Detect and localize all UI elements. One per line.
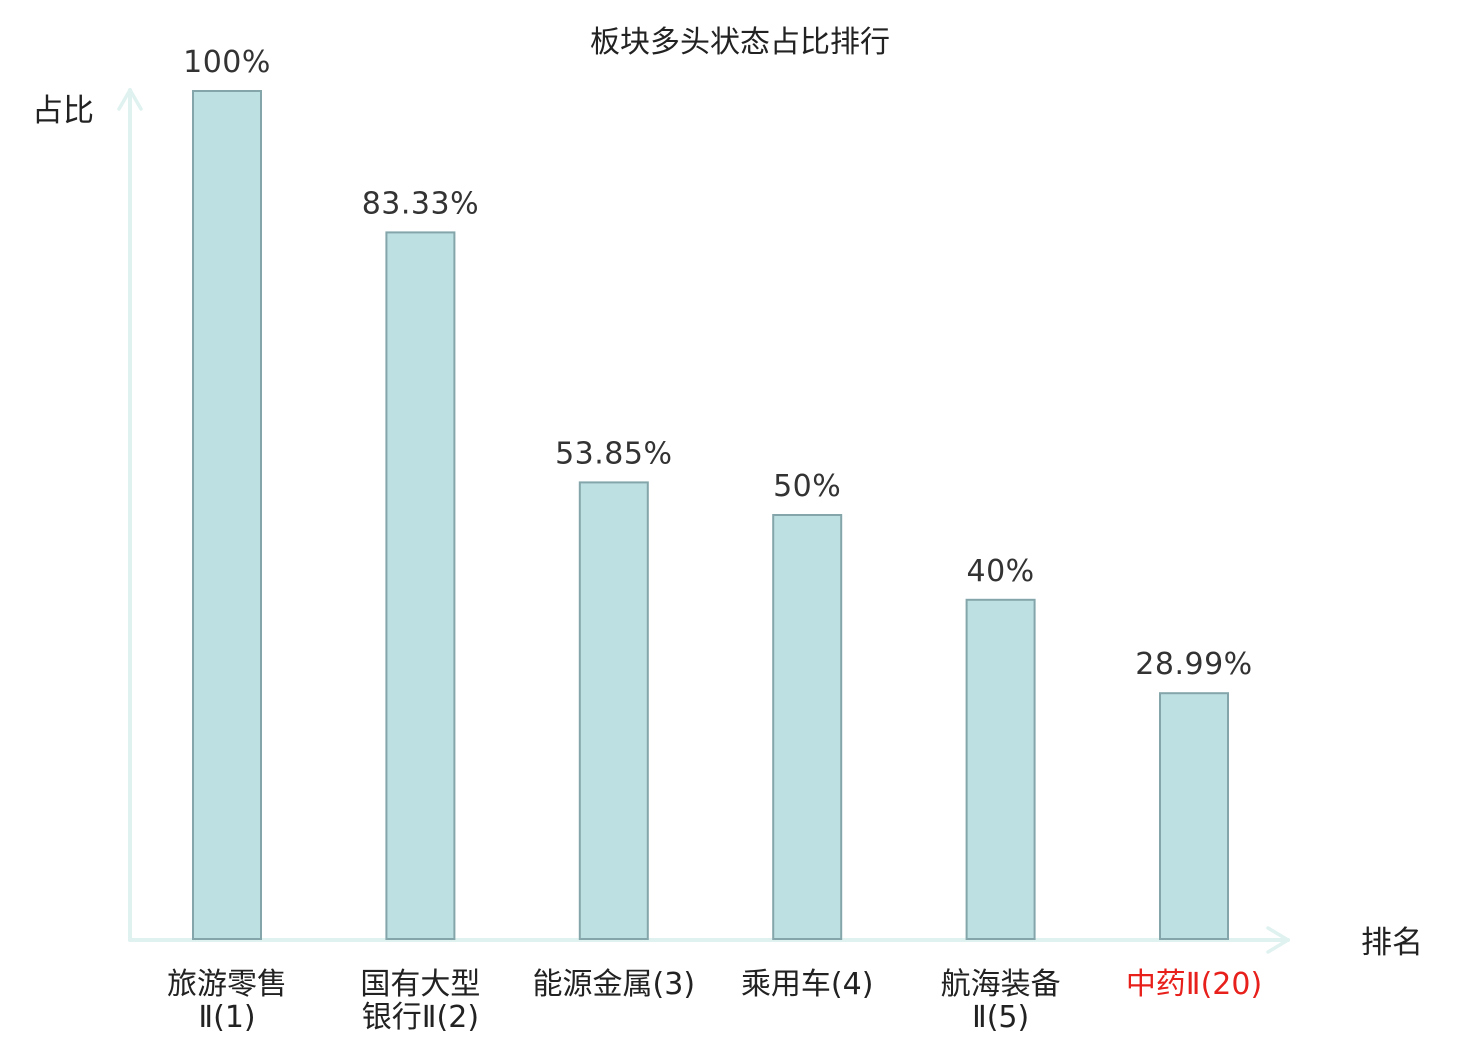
category-label-6: 中药Ⅱ(20)	[1126, 967, 1262, 1002]
category-label-line: 中药Ⅱ(20)	[1126, 967, 1262, 1002]
value-label-6: 28.99%	[1135, 647, 1252, 682]
value-label-5: 40%	[967, 554, 1035, 589]
category-label-line: 乘用车(4)	[741, 967, 874, 1002]
chart-title: 板块多头状态占比排行	[590, 25, 890, 60]
bar-4	[772, 514, 843, 940]
category-label-line: 银行Ⅱ(2)	[362, 1000, 479, 1035]
bar-3	[578, 481, 649, 940]
category-label-4: 乘用车(4)	[741, 967, 874, 1002]
category-label-5: 航海装备 Ⅱ(5)	[941, 967, 1061, 1035]
y-axis-arrow	[117, 88, 143, 111]
category-label-2: 国有大型银行Ⅱ(2)	[360, 967, 480, 1035]
category-label-line: 航海装备	[941, 967, 1061, 1002]
bar-6	[1159, 692, 1229, 941]
category-labels: 旅游零售 Ⅱ(1) 国有大型银行Ⅱ(2) 能源金属(3) 乘用车(4) 航海装备 Ⅱ(5) 中…	[167, 967, 1262, 1035]
value-label-1: 100%	[183, 45, 271, 80]
value-label-2: 83.33%	[362, 186, 479, 221]
category-label-line: 旅游零售	[167, 967, 287, 1002]
category-label-line: 国有大型	[360, 967, 480, 1002]
category-label-3: 能源金属(3)	[533, 967, 696, 1002]
bar-2	[385, 231, 456, 940]
bars	[192, 90, 1229, 941]
category-label-line: Ⅱ(1)	[198, 1000, 255, 1035]
value-label-4: 50%	[773, 469, 841, 504]
value-label-3: 53.85%	[555, 436, 672, 471]
x-axis-arrow	[1266, 926, 1290, 954]
y-axis-label: 占比	[32, 93, 94, 129]
value-labels: 100% 83.33% 53.85% 50% 40% 28.99%	[183, 45, 1252, 682]
x-axis-label: 排名	[1361, 925, 1423, 961]
category-label-line: 能源金属(3)	[533, 967, 696, 1002]
bar-1	[192, 90, 262, 940]
category-label-1: 旅游零售 Ⅱ(1)	[167, 967, 287, 1035]
category-label-line: Ⅱ(5)	[972, 1000, 1029, 1035]
axes	[117, 88, 1290, 954]
bar-5	[965, 598, 1036, 940]
